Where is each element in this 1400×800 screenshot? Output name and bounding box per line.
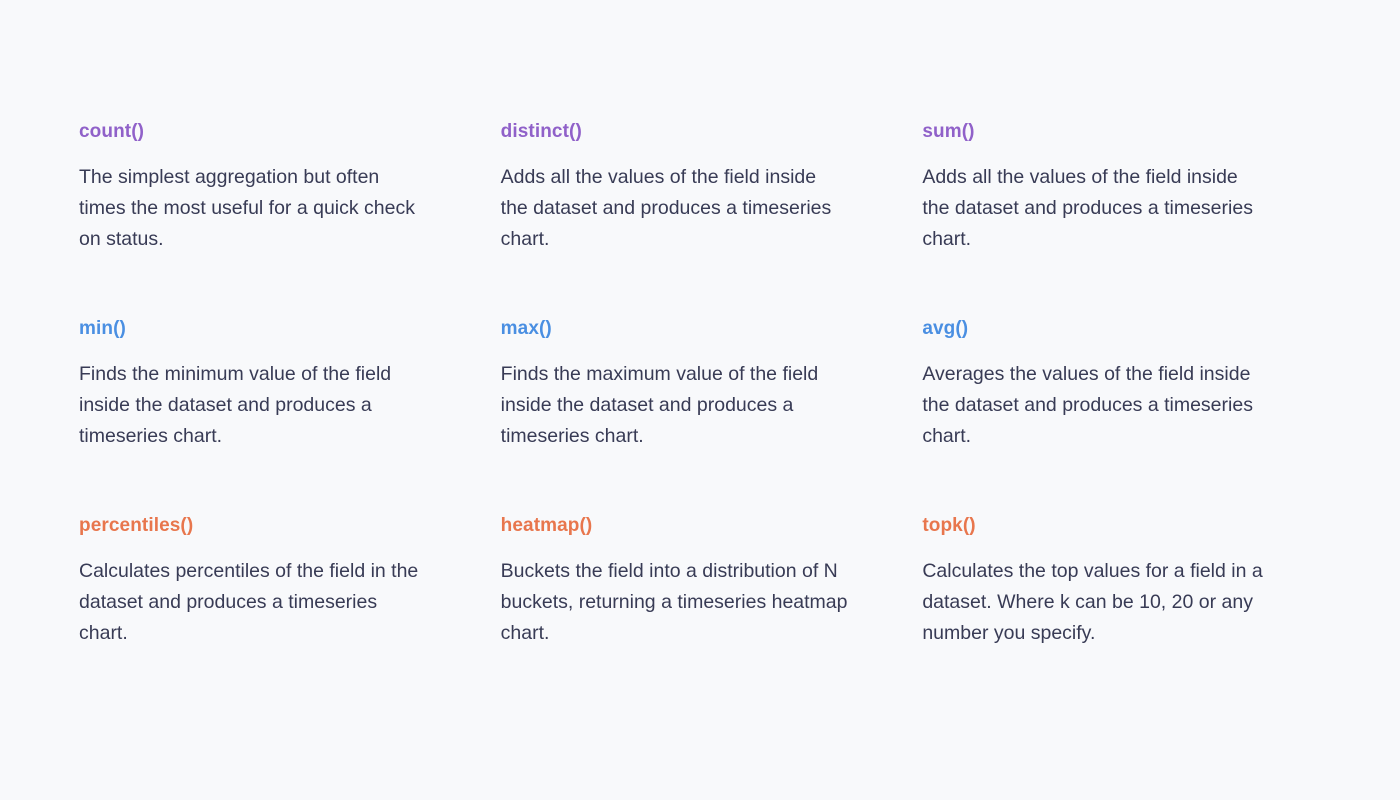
function-name: heatmap() <box>500 515 593 536</box>
function-name: sum() <box>922 121 975 142</box>
function-card-percentiles: percentiles() Calculates percentiles of … <box>79 514 470 649</box>
function-name: min() <box>79 318 126 339</box>
function-name: percentiles() <box>79 515 194 536</box>
aggregation-functions-grid: count() The simplest aggregation but oft… <box>79 120 1313 649</box>
function-description: Buckets the field into a distribution of… <box>500 560 848 644</box>
function-description: The simplest aggregation but often times… <box>79 166 415 250</box>
function-card-topk: topk() Calculates the top values for a f… <box>922 514 1313 649</box>
function-name: distinct() <box>500 121 582 142</box>
function-card-min: min() Finds the minimum value of the fie… <box>79 317 470 452</box>
function-name: count() <box>79 121 145 142</box>
function-card-count: count() The simplest aggregation but oft… <box>79 120 470 255</box>
function-name: topk() <box>922 515 976 536</box>
function-name: avg() <box>922 318 969 339</box>
function-card-avg: avg() Averages the values of the field i… <box>922 317 1313 452</box>
function-description: Averages the values of the field inside … <box>922 363 1253 447</box>
function-card-sum: sum() Adds all the values of the field i… <box>922 120 1313 255</box>
function-card-distinct: distinct() Adds all the values of the fi… <box>501 120 892 255</box>
function-description: Adds all the values of the field inside … <box>922 166 1253 250</box>
function-name: max() <box>500 318 552 339</box>
function-description: Calculates the top values for a field in… <box>922 560 1263 644</box>
function-card-max: max() Finds the maximum value of the fie… <box>501 317 892 452</box>
function-card-heatmap: heatmap() Buckets the field into a distr… <box>501 514 892 649</box>
function-description: Finds the minimum value of the field ins… <box>79 363 392 447</box>
function-description: Calculates percentiles of the field in t… <box>79 560 419 644</box>
function-description: Adds all the values of the field inside … <box>500 166 832 250</box>
function-description: Finds the maximum value of the field ins… <box>500 363 819 447</box>
